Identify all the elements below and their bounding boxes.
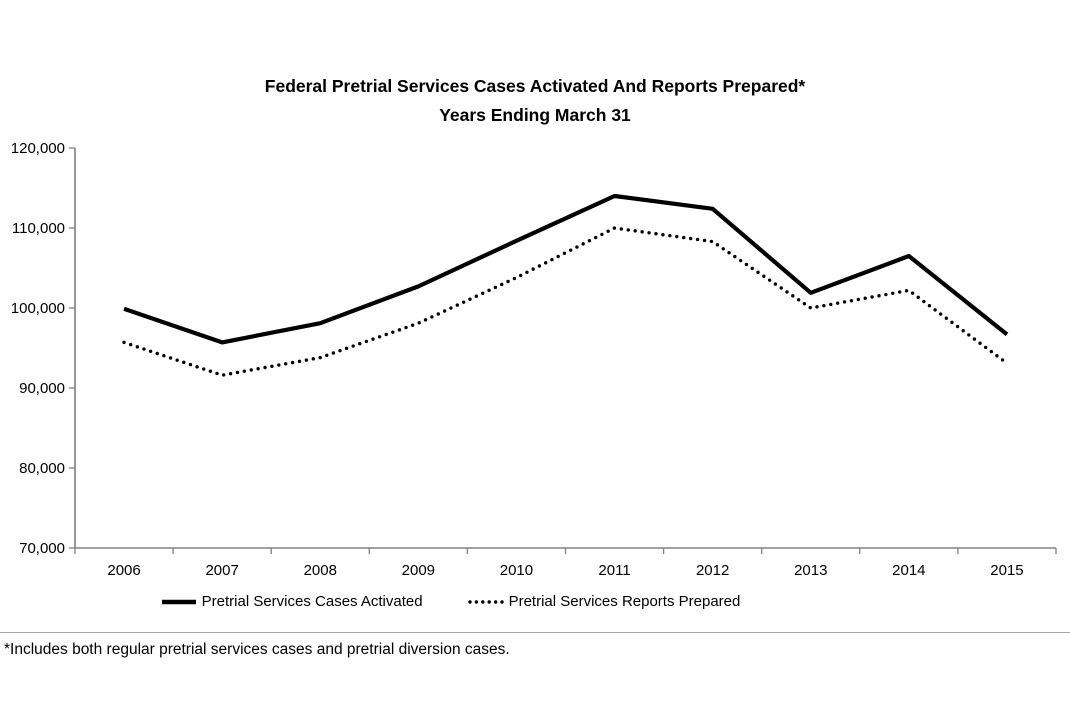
footnote-text: *Includes both regular pretrial services… [4,641,510,658]
legend-label-reports-prepared: Pretrial Services Reports Prepared [508,593,741,610]
series-line-dotted [122,226,1009,377]
x-axis-label: 2011 [598,562,630,579]
y-axis-tick-label: 110,000 [12,220,65,237]
x-axis-label: 2007 [205,562,238,579]
y-axis-tick-label: 90,000 [19,380,65,397]
solid-line-swatch-icon [161,599,196,604]
footnote-divider [0,632,1070,633]
x-axis-label: 2006 [107,562,140,579]
chart-title-line2: Years Ending March 31 [439,105,631,125]
y-axis-tick-label: 70,000 [19,540,65,557]
dotted-line-swatch-icon [467,599,505,604]
y-axis-tick-label: 80,000 [19,460,65,477]
chart-legend: Pretrial Services Cases Activated Pretri… [0,593,900,610]
series-line-solid [123,193,1009,345]
x-axis-label: 2014 [892,562,925,579]
x-axis-label: 2015 [990,562,1023,579]
chart-title: Federal Pretrial Services Cases Activate… [0,72,1070,130]
axis-lines [74,148,1056,549]
y-axis-tick-label: 100,000 [11,300,65,317]
x-axis-label: 2013 [794,562,827,579]
y-axis-tick-label: 120,000 [11,140,65,157]
x-axis-label: 2010 [500,562,533,579]
legend-item-reports-prepared: Pretrial Services Reports Prepared [467,593,741,610]
chart-title-line1: Federal Pretrial Services Cases Activate… [264,76,806,96]
x-axis-label: 2012 [696,562,729,579]
legend-item-cases-activated: Pretrial Services Cases Activated [160,593,423,610]
x-axis-label: 2008 [304,562,337,579]
legend-label-cases-activated: Pretrial Services Cases Activated [201,593,423,610]
x-axis-label: 2009 [402,562,435,579]
